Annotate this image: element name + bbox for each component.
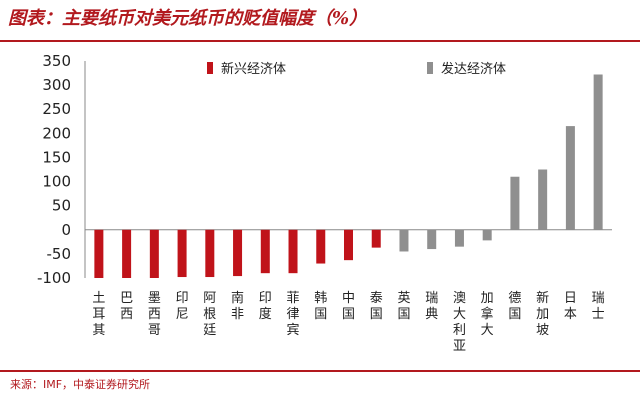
x-tick-label: 日本 bbox=[564, 291, 577, 322]
bar-emerging bbox=[260, 229, 270, 274]
y-tick-label: 0 bbox=[61, 221, 71, 239]
x-tick-label: 阿根廷 bbox=[203, 291, 216, 338]
y-tick-label: 350 bbox=[42, 52, 71, 70]
x-tick-label: 瑞典 bbox=[425, 291, 438, 322]
x-tick-label: 印尼 bbox=[176, 291, 189, 322]
source-note: 来源：IMF，中泰证券研究所 bbox=[10, 378, 151, 391]
bar-emerging bbox=[177, 229, 187, 278]
bar-emerging bbox=[288, 229, 298, 274]
y-tick-label: 250 bbox=[42, 100, 71, 118]
legend-swatch bbox=[207, 62, 213, 74]
bar-developed bbox=[538, 169, 548, 230]
x-tick-label: 泰国 bbox=[370, 291, 383, 322]
x-tick-label: 瑞士 bbox=[592, 291, 605, 322]
x-tick-label: 中国 bbox=[342, 291, 355, 322]
legend-label: 新兴经济体 bbox=[221, 61, 286, 77]
chart-title: 图表：主要纸币对美元纸币的贬值幅度（%） bbox=[8, 8, 368, 29]
x-tick-label: 英国 bbox=[397, 291, 410, 322]
x-tick-label: 澳大利亚 bbox=[453, 290, 466, 354]
bar-developed bbox=[510, 176, 520, 230]
y-tick-label: 50 bbox=[52, 197, 71, 215]
x-tick-label: 新加坡 bbox=[536, 290, 549, 338]
bar-emerging bbox=[149, 229, 159, 278]
x-tick-label: 德国 bbox=[508, 291, 521, 322]
bar-developed bbox=[427, 229, 437, 250]
y-tick-label: 300 bbox=[42, 76, 71, 94]
bar-developed bbox=[593, 74, 603, 230]
bar-emerging bbox=[344, 229, 353, 261]
y-tick-label: -50 bbox=[47, 245, 72, 263]
y-tick-label: 100 bbox=[42, 173, 71, 191]
bar-developed bbox=[565, 126, 575, 230]
bar-emerging bbox=[94, 229, 104, 278]
x-tick-label: 土耳其 bbox=[92, 291, 105, 338]
legend-label: 发达经济体 bbox=[441, 61, 506, 77]
footer-rule bbox=[0, 370, 640, 372]
y-tick-label: 150 bbox=[42, 148, 71, 166]
bar-emerging bbox=[233, 229, 243, 277]
x-tick-label: 加拿大 bbox=[481, 291, 494, 338]
bar-developed bbox=[454, 229, 464, 247]
x-tick-label: 菲律宾 bbox=[287, 291, 300, 338]
x-tick-label: 南非 bbox=[231, 290, 244, 322]
bar-emerging bbox=[371, 229, 381, 248]
y-tick-label: -100 bbox=[37, 269, 71, 287]
title-rule bbox=[0, 40, 640, 42]
x-tick-label: 墨西哥 bbox=[148, 291, 161, 338]
x-tick-label: 韩国 bbox=[314, 291, 327, 322]
bar-chart: 350 300 250 200 150 100 50 0 -50 -100 土耳其 巴西 墨西哥 印尼阿根… bbox=[37, 52, 612, 354]
x-tick-label: 巴西 bbox=[120, 291, 133, 322]
bar-emerging bbox=[122, 229, 132, 278]
bar-emerging bbox=[316, 229, 326, 264]
legend-swatch bbox=[427, 62, 433, 74]
bar-developed bbox=[399, 229, 409, 252]
bar-developed bbox=[482, 229, 492, 241]
bar-emerging bbox=[205, 229, 215, 278]
x-tick-label: 印度 bbox=[259, 291, 272, 322]
y-tick-label: 200 bbox=[42, 124, 71, 142]
